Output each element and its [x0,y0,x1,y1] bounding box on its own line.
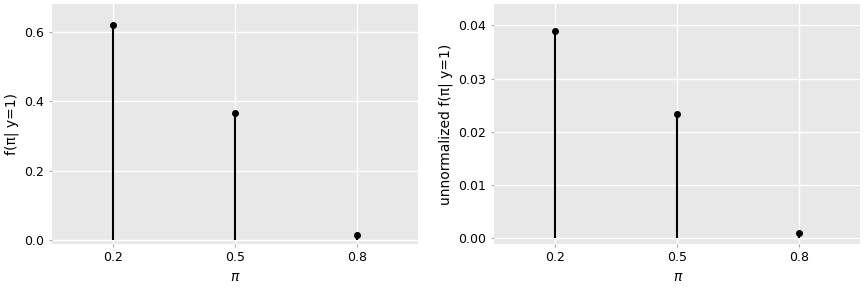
Y-axis label: unnormalized f(π| y=1): unnormalized f(π| y=1) [438,43,453,204]
X-axis label: π: π [231,270,239,284]
X-axis label: π: π [673,270,681,284]
Y-axis label: f(π| y=1): f(π| y=1) [4,93,19,155]
